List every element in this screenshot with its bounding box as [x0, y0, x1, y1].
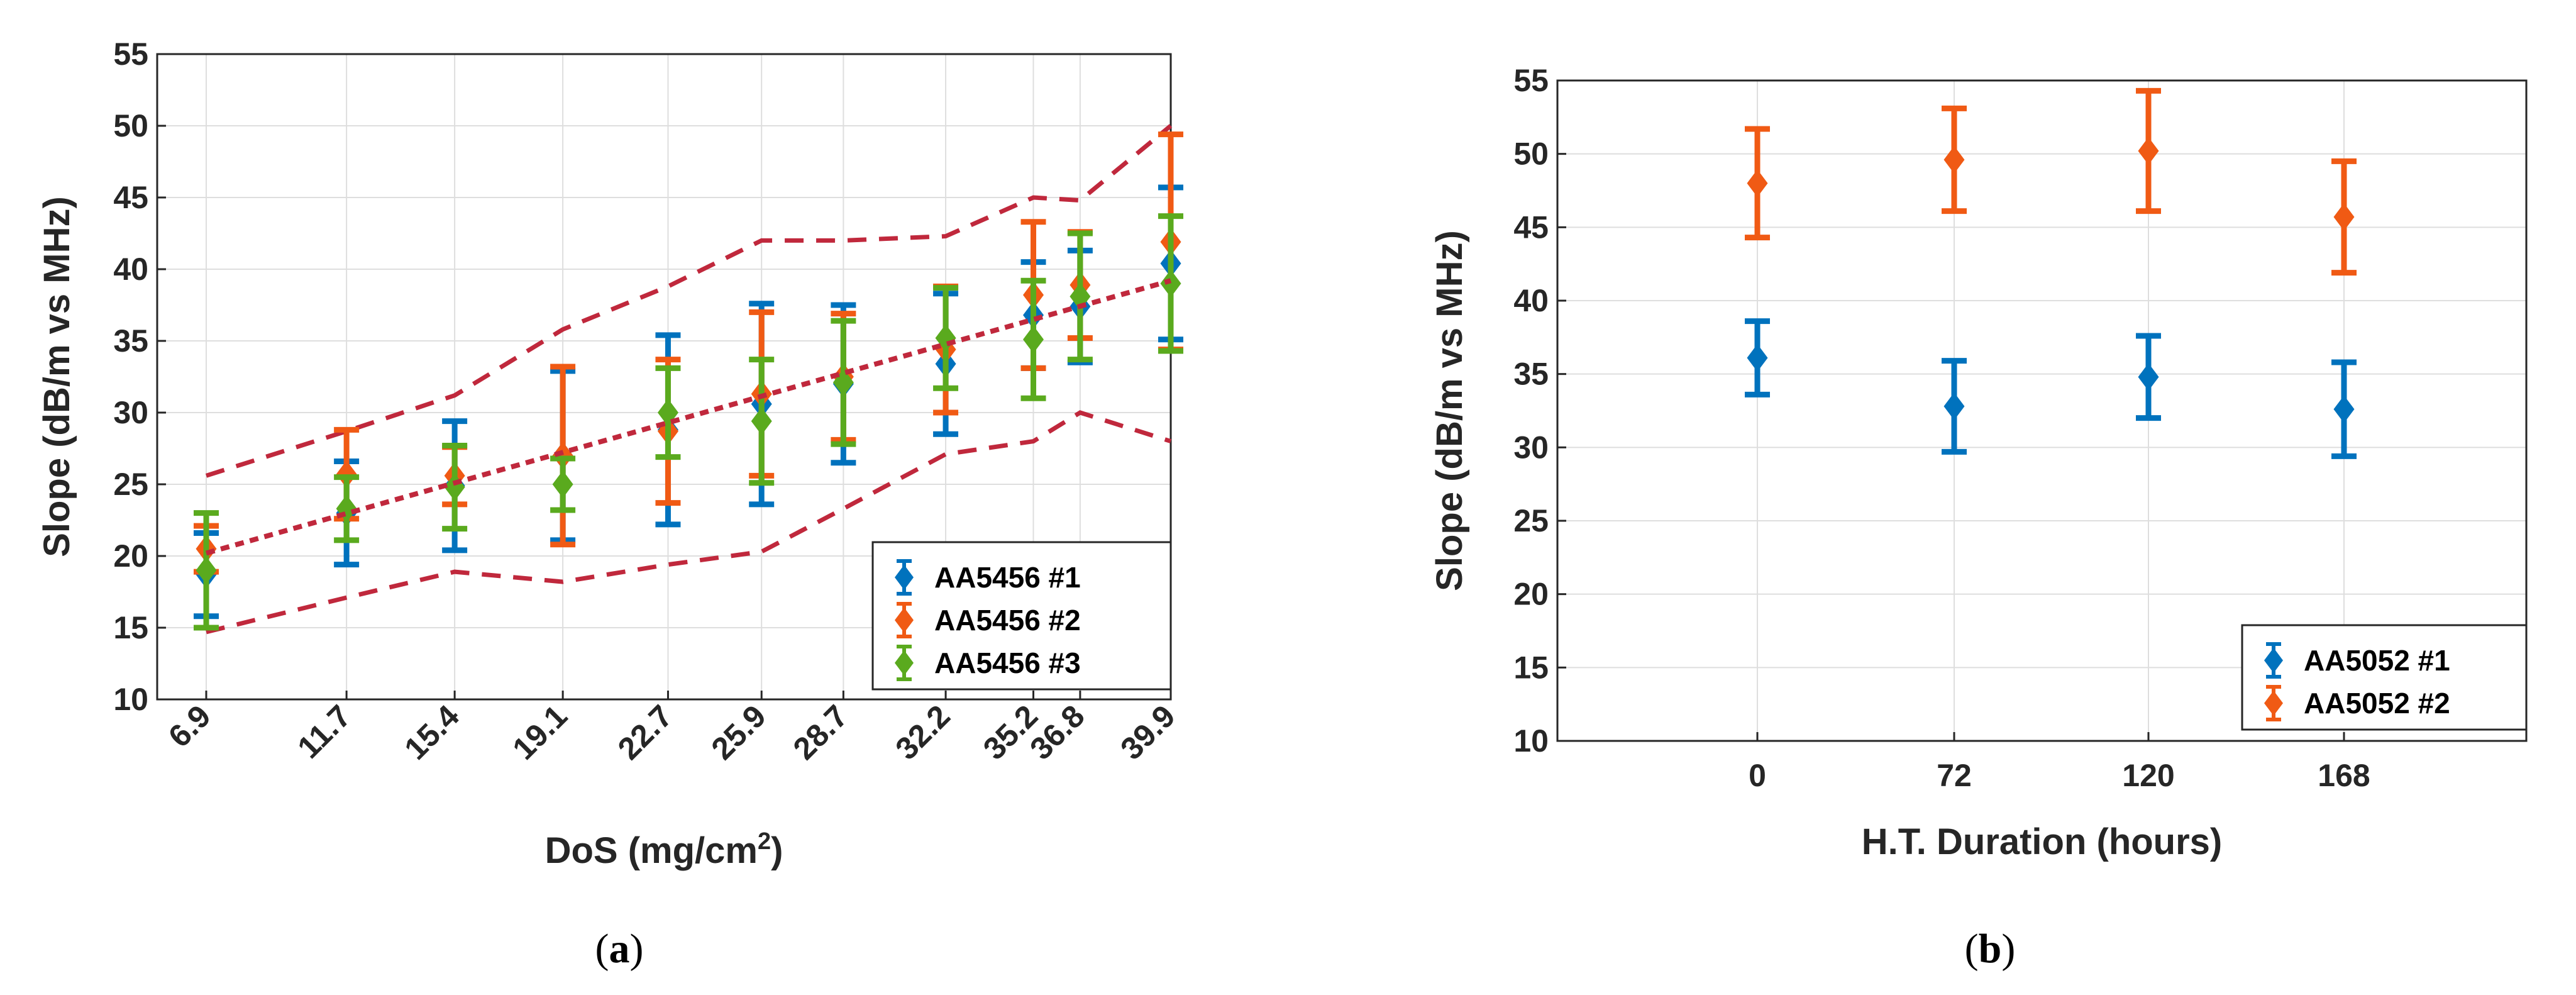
y-tick-label-20: 20 [1513, 577, 1549, 612]
legend-marker [895, 565, 914, 590]
marker-aa5456-2-1 [336, 460, 357, 489]
y-tick-label-35: 35 [113, 323, 148, 359]
x-tick-label-5: 25.9 [705, 698, 773, 766]
marker-aa5052-2-3 [2333, 203, 2355, 231]
y-tick-label-10: 10 [1513, 723, 1549, 759]
y-tick-label-35: 35 [1513, 357, 1549, 392]
legend-marker [2264, 648, 2283, 673]
y-tick-label-55: 55 [113, 36, 148, 72]
y-axis-label: Slope (dB/m vs MHz) [1429, 230, 1470, 591]
legend-entry-aa5052-1: AA5052 #1 [2264, 642, 2450, 679]
legend-entry-aa5456-1: AA5456 #1 [895, 559, 1081, 596]
legend-label: AA5052 #2 [2304, 687, 2450, 720]
x-tick-label-9: 36.8 [1023, 698, 1091, 766]
y-tick-label-40: 40 [1513, 283, 1549, 318]
x-tick-label-4: 22.7 [611, 698, 679, 766]
marker-aa5052-1-3 [2333, 395, 2355, 423]
legend-box [871, 541, 1172, 691]
axes-box [156, 53, 1172, 701]
x-tick-label-0: 6.9 [162, 698, 218, 754]
marker-aa5052-2-0 [1747, 169, 1768, 197]
y-tick-label-40: 40 [113, 252, 148, 287]
x-axis-label: DoS (mg/cm2) [545, 828, 783, 871]
legend-marker [895, 608, 914, 633]
fit-line [205, 278, 1172, 556]
marker-aa5456-3-8 [1023, 325, 1044, 353]
upper-bound-line [205, 124, 1173, 478]
legend-entry-aa5456-2: AA5456 #2 [895, 602, 1081, 638]
panel-b: 10 15 20 25 30 35 40 45 50 55 0 72 120 168 Slope (dB/m… [1429, 63, 2528, 862]
marker-aa5052-1-0 [1747, 344, 1768, 372]
y-tick-label-20: 20 [113, 538, 148, 574]
legend-label: AA5052 #1 [2304, 644, 2450, 677]
marker-aa5456-3-0 [196, 556, 217, 584]
legend-box [2241, 624, 2528, 731]
legend-label: AA5456 #3 [934, 647, 1081, 679]
marker-aa5456-2-3 [552, 442, 573, 470]
caption-b-letter: b [1979, 926, 2002, 972]
x-tick-label-6: 28.7 [787, 698, 854, 766]
x-tick-label-2: 15.4 [397, 698, 466, 767]
y-tick-label-10: 10 [113, 682, 148, 717]
x-tick-label-7: 32.2 [888, 698, 956, 766]
caption-b: (b) [1965, 926, 2016, 972]
y-tick-label-55: 55 [1513, 63, 1549, 98]
y-tick-label-50: 50 [113, 108, 148, 143]
x-axis-label: H.T. Duration (hours) [1862, 821, 2223, 862]
x-tick-label-1: 72 [1937, 758, 1972, 793]
y-tick-label-15: 15 [1513, 650, 1549, 685]
caption-a-letter: a [609, 926, 630, 972]
y-tick-label-15: 15 [113, 610, 148, 645]
marker-aa5456-3-5 [751, 407, 772, 435]
marker-aa5052-1-1 [1943, 392, 1965, 420]
y-tick-label-30: 30 [113, 395, 148, 430]
x-tick-label-3: 19.1 [506, 698, 573, 766]
y-tick-label-25: 25 [113, 467, 148, 502]
x-tick-label-0: 0 [1749, 758, 1766, 793]
y-tick-label-45: 45 [1513, 209, 1549, 245]
x-axis-label-suffix: ) [771, 830, 783, 871]
x-axis-label-text: DoS (mg/cm [545, 830, 758, 871]
marker-aa5456-3-3 [552, 470, 573, 498]
marker-aa5052-1-2 [2138, 363, 2159, 391]
y-tick-label-25: 25 [1513, 503, 1549, 538]
y-tick-label-30: 30 [1513, 430, 1549, 465]
marker-aa5456-3-10 [1160, 269, 1181, 297]
x-tick-label-3: 168 [2318, 758, 2370, 793]
x-tick-label-1: 11.7 [290, 698, 357, 765]
y-tick-label-45: 45 [113, 180, 148, 215]
legend-entry-aa5052-2: AA5052 #2 [2264, 685, 2450, 721]
legend-label: AA5456 #2 [934, 604, 1081, 636]
x-axis-label-text: H.T. Duration (hours) [1862, 821, 2223, 862]
x-tick-label-10: 39.9 [1114, 698, 1181, 766]
x-tick-label-2: 120 [2122, 758, 2174, 793]
panel-a: 10 15 20 25 30 35 40 45 50 55 6.9 11.7 15.4 19.1 22.7 2… [36, 36, 1183, 871]
axes-box [1556, 79, 2528, 742]
caption-a: (a) [595, 926, 644, 972]
legend-entry-aa5456-3: AA5456 #3 [895, 645, 1081, 681]
y-axis-label: Slope (dB/m vs MHz) [36, 196, 77, 557]
x-axis-label-superscript: 2 [758, 828, 771, 855]
lower-bound-line [206, 410, 1172, 635]
y-tick-label-50: 50 [1513, 136, 1549, 172]
marker-aa5052-2-2 [2138, 137, 2159, 165]
legend-label: AA5456 #1 [934, 561, 1081, 594]
legend-marker [895, 650, 914, 675]
marker-aa5052-2-1 [1943, 146, 1965, 174]
legend-marker [2264, 691, 2283, 716]
